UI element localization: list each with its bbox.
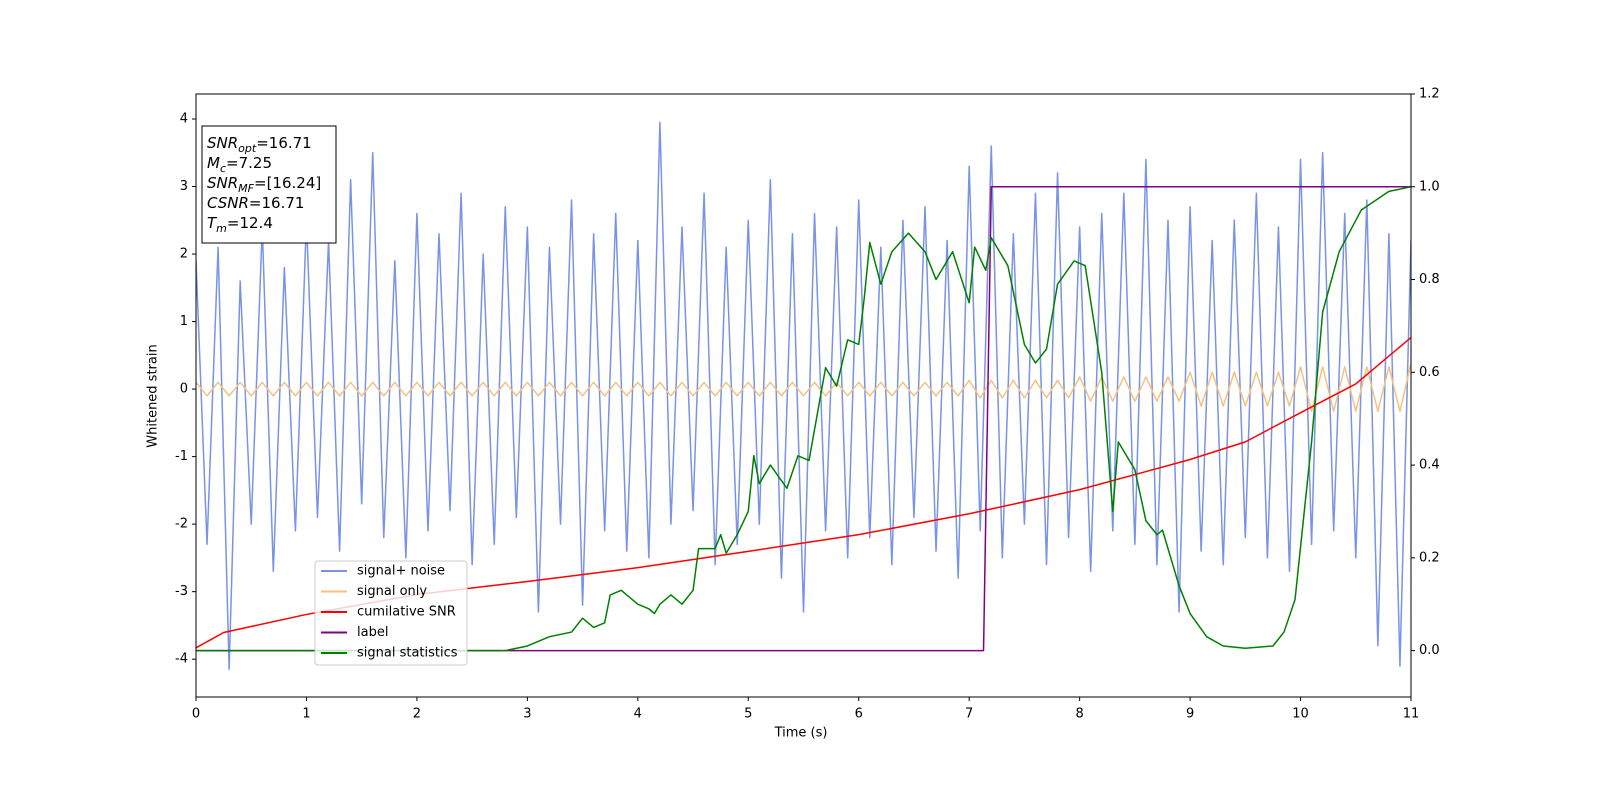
legend-label: signal statistics <box>357 646 458 661</box>
annotation-frame <box>201 125 337 244</box>
annotation-rest: =16.71 <box>256 134 312 152</box>
y2-tick-label: 0.8 <box>1419 272 1440 287</box>
y2-tick-label: 0.4 <box>1419 458 1440 473</box>
annotation-box: SNRopt=16.71Mc=7.25SNRMF=[16.24]CSNR=16.… <box>201 125 337 244</box>
y-tick-label: 1 <box>180 314 188 329</box>
x-tick-label: 0 <box>192 707 200 722</box>
annotation-text: SNRopt=16.71 <box>207 134 312 155</box>
series-line <box>196 363 1411 413</box>
y2-tick-label: 0.6 <box>1419 365 1440 380</box>
annotation-sub: m <box>216 222 227 235</box>
legend: signal+ noise signal only cumilative SNR la… <box>314 560 468 666</box>
x-tick-label: 2 <box>413 707 421 722</box>
annotation-sub: opt <box>238 142 257 155</box>
axes-frame <box>195 93 1412 698</box>
annotation-rest: =7.25 <box>226 154 272 172</box>
x-tick-label: 5 <box>744 707 752 722</box>
annotation-main: SNR <box>207 174 238 192</box>
y2-tick-label: 1.2 <box>1419 87 1440 102</box>
annotation-sub: c <box>220 162 226 175</box>
x-tick-label: 1 <box>302 707 310 722</box>
y-tick-label: -1 <box>175 449 188 464</box>
x-tick-label: 3 <box>523 707 531 722</box>
y2-tick-label: 1.0 <box>1419 179 1440 194</box>
x-tick-label: 9 <box>1186 707 1194 722</box>
y2-tick-label: 0.0 <box>1419 643 1440 658</box>
x-tick-label: 8 <box>1075 707 1083 722</box>
annotation-rest: =16.71 <box>249 194 305 212</box>
legend-label: label <box>357 625 388 640</box>
legend-label: signal only <box>357 584 427 599</box>
series-line <box>196 336 1411 649</box>
y-tick-label: 4 <box>180 111 188 126</box>
x-tick-label: 10 <box>1292 707 1309 722</box>
series-line <box>196 186 1411 652</box>
legend-frame <box>314 560 468 666</box>
legend-label: signal+ noise <box>357 564 445 579</box>
x-axis-label: Time (s) <box>774 726 828 741</box>
plot-area <box>196 121 1411 671</box>
annotation-rest: =[16.24] <box>254 174 321 192</box>
annotation-main: SNR <box>207 134 238 152</box>
series-line <box>196 186 1411 652</box>
y-tick-label: -4 <box>175 652 188 667</box>
annotation-text: Mc=7.25 <box>207 154 272 175</box>
annotation-main: CSNR <box>207 194 249 212</box>
y-tick-label: 2 <box>180 247 188 262</box>
annotation-text: Tm=12.4 <box>207 214 273 235</box>
x-tick-label: 6 <box>855 707 863 722</box>
y-tick-label: -2 <box>175 517 188 532</box>
y-tick-label: 0 <box>180 382 188 397</box>
x-tick-label: 11 <box>1403 707 1420 722</box>
legend-label: cumilative SNR <box>357 605 456 620</box>
y-axis-label: Whitened strain <box>146 344 161 447</box>
y2-tick-label: 0.2 <box>1419 550 1440 565</box>
y-tick-label: 3 <box>180 179 188 194</box>
annotation-rest: =12.4 <box>227 214 273 232</box>
x-tick-label: 7 <box>965 707 973 722</box>
x-tick-label: 4 <box>634 707 642 722</box>
annotation-main: M <box>207 154 220 172</box>
annotation-text: SNRMF=[16.24] <box>207 174 321 195</box>
y-tick-label: -3 <box>175 584 188 599</box>
series-line <box>196 121 1411 671</box>
annotation-sub: MF <box>238 182 254 195</box>
annotation-main: T <box>207 214 218 232</box>
annotation-text: CSNR=16.71 <box>207 194 304 212</box>
